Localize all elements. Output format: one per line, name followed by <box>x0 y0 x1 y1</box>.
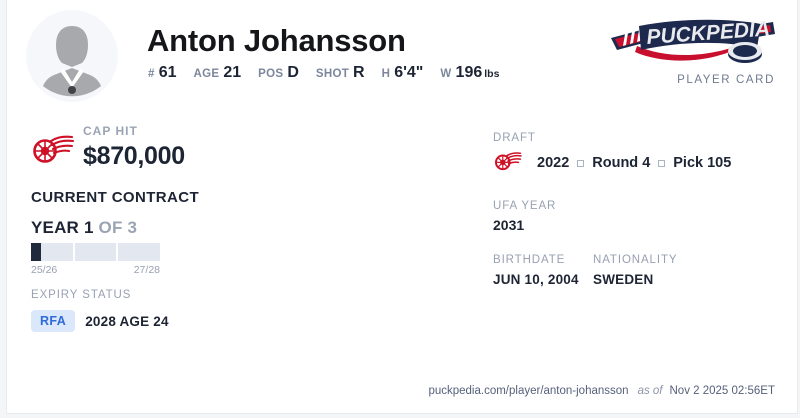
stat-weight: W 196 lbs <box>440 64 499 82</box>
stat-label: POS <box>258 68 284 80</box>
birthdate-label: BIRTHDATE <box>493 254 566 266</box>
footer-timestamp: Nov 2 2025 02:56ET <box>669 385 776 397</box>
expiry-status-row: RFA 2028 AGE 24 <box>31 310 169 332</box>
cap-hit-value: $870,000 <box>83 142 185 170</box>
cap-hit-text: CAP HIT $870,000 <box>83 124 185 171</box>
footer-url[interactable]: puckpedia.com/player/anton-johansson <box>428 385 629 397</box>
red-wings-winged-wheel-icon <box>495 152 522 171</box>
stat-value: D <box>287 64 299 81</box>
contract-year-line: YEAR 1 OF 3 <box>31 218 137 238</box>
contract-year-current: YEAR 1 <box>31 218 94 237</box>
stat-label: SHOT <box>315 68 350 80</box>
ufa-year-value: 2031 <box>493 217 525 233</box>
stat-label: H <box>381 68 391 80</box>
contract-progress-segment <box>31 243 73 261</box>
stat-number: # 61 <box>148 64 177 82</box>
stat-shot: SHOT R <box>316 64 365 82</box>
stat-label: W <box>440 68 452 80</box>
expiry-status-value: 2028 AGE 24 <box>85 313 169 329</box>
status-badge: RFA <box>31 310 76 332</box>
draft-label: DRAFT <box>493 132 536 144</box>
draft-round: Round 4 <box>592 155 651 171</box>
contract-progress-labels: 25/26 27/28 <box>31 264 160 276</box>
brand-subtitle: PLAYER CARD <box>677 74 775 86</box>
draft-team-logo <box>493 150 523 176</box>
red-wings-winged-wheel-icon <box>33 135 75 163</box>
expiry-status-label: EXPIRY STATUS <box>31 289 132 301</box>
separator-icon <box>658 159 666 167</box>
person-silhouette-avatar-icon <box>26 10 118 102</box>
contract-progress-segment <box>74 243 117 261</box>
stat-value: 21 <box>223 64 242 81</box>
stat-unit: lbs <box>484 68 500 80</box>
contract-progress-segment <box>118 243 161 261</box>
footer-asof-label: as of <box>637 385 663 397</box>
birthdate-value: JUN 10, 2004 <box>493 272 579 287</box>
stat-height: H 6'4" <box>382 64 424 82</box>
stat-age: AGE 21 <box>194 64 242 82</box>
cap-hit-block: CAP HIT $870,000 <box>31 124 185 172</box>
stat-label: # <box>148 68 155 80</box>
draft-pick: Pick 105 <box>673 155 732 171</box>
avatar <box>26 10 118 102</box>
draft-row: 2022 Round 4 Pick 105 <box>493 150 731 176</box>
stat-value: 61 <box>158 64 177 81</box>
draft-details: 2022 Round 4 Pick 105 <box>537 155 731 171</box>
contract-progress-fill <box>31 243 41 261</box>
nationality-value: SWEDEN <box>593 272 654 287</box>
card-header: Anton Johansson # 61 AGE 21 POS D SHOT R… <box>7 0 797 110</box>
page-title: Anton Johansson <box>147 23 406 58</box>
stat-position: POS D <box>258 64 299 82</box>
stat-value: R <box>353 64 365 81</box>
current-contract-title: CURRENT CONTRACT <box>31 189 200 206</box>
stat-value: 196 <box>455 64 483 81</box>
player-card: Anton Johansson # 61 AGE 21 POS D SHOT R… <box>6 0 798 414</box>
contract-end-season: 27/28 <box>133 264 160 276</box>
brand-logo-block: PUCKPEDIA PLAYER CARD <box>609 16 775 86</box>
contract-start-season: 25/26 <box>31 264 58 276</box>
cap-hit-label: CAP HIT <box>83 124 138 138</box>
team-logo <box>31 132 75 172</box>
nationality-label: NATIONALITY <box>593 254 678 266</box>
draft-year: 2022 <box>537 155 570 171</box>
stat-value: 6'4" <box>394 64 424 81</box>
puckpedia-logo-icon: PUCKPEDIA <box>611 17 775 63</box>
card-footer: puckpedia.com/player/anton-johansson as … <box>428 385 775 397</box>
player-stat-row: # 61 AGE 21 POS D SHOT R H 6'4" W 196 <box>148 64 499 82</box>
stat-label: AGE <box>193 68 220 80</box>
ufa-year-label: UFA YEAR <box>493 200 557 212</box>
contract-year-total: OF 3 <box>98 218 138 237</box>
separator-icon <box>577 159 585 167</box>
contract-progress-bar <box>31 243 161 261</box>
